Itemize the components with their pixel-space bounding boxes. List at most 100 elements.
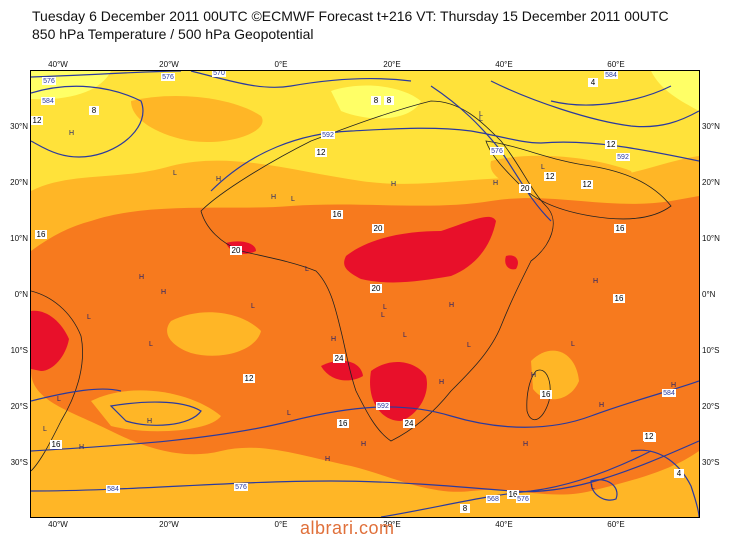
pressure-centre: L [87,314,91,321]
geopotential-label: 584 [663,390,675,397]
pressure-centre: L [479,116,483,123]
pressure-centre: H [391,181,396,188]
temperature-label-group: 8 8 12 12 16 20 20 16 12 16 20 24 24 12 … [31,78,684,513]
band-20-24 [31,310,69,371]
pressure-centre: H [325,456,330,463]
contour-line [31,388,122,402]
pressure-centre: H [139,274,144,281]
pressure-centre: H [531,372,536,379]
band-12-16 [167,312,261,356]
south-america-coastline [31,290,83,472]
contour-line [590,479,618,501]
contour-line [490,80,699,128]
pressure-centre: H [271,194,276,201]
band-20-24 [505,255,518,270]
pressure-centre: L [403,332,407,339]
pressure-centre: H [439,379,444,386]
geopotential-label: 584 [42,98,54,105]
temperature-label: 20 [372,284,381,293]
pressure-centre: L [251,303,255,310]
geopotential-label: 576 [517,496,529,503]
africa-coastline [200,100,554,442]
lat-label-right: 20°N [702,178,720,187]
temperature-label: 20 [232,246,241,255]
pressure-centre: H [599,402,604,409]
field-subtitle: 850 hPa Temperature / 500 hPa Geopotenti… [32,26,314,42]
lon-label-bottom: 20°W [159,520,179,529]
lon-label-bottom: 0°E [274,520,288,529]
temperature-label: 12 [607,140,616,149]
pressure-centre: L [291,196,295,203]
pressure-centre: L [541,164,545,171]
pressure-centre: L [173,170,177,177]
temperature-label: 16 [333,210,342,219]
temperature-label: 16 [339,419,348,428]
map-canvas: 8 8 12 12 16 20 20 16 12 16 20 24 24 12 … [31,71,699,517]
lon-label-top: 20°E [383,60,401,69]
temperature-label: 12 [317,148,326,157]
temperature-label: 4 [677,469,682,478]
temperature-label: 4 [591,78,596,87]
geopotential-label: 570 [213,71,225,77]
pressure-centre: L [57,396,61,403]
pressure-centre: L [591,484,595,491]
contour-line [550,85,672,106]
lat-label-right: 30°N [702,122,720,131]
pressure-centre: L [305,266,309,273]
temperature-label: 16 [37,230,46,239]
pressure-centre: H [593,278,598,285]
temperature-label: 24 [335,354,344,363]
temperature-label: 8 [463,504,468,513]
band-20-24 [321,360,363,381]
lat-label-left: 10°S [10,346,28,355]
pressure-centre: H [331,336,336,343]
pressure-centre: H [216,176,221,183]
temperature-label: 16 [509,490,518,499]
geopotential-label: 576 [162,74,174,81]
temperature-label: 12 [546,172,555,181]
lat-label-right: 0°N [702,290,716,299]
lat-label-left: 0°N [14,290,28,299]
lat-label-left: 10°N [10,234,28,243]
temperature-label: 12 [583,180,592,189]
lon-label-top: 0°E [274,60,288,69]
pressure-centre: L [571,341,575,348]
temperature-label: 12 [33,116,42,125]
lat-label-left: 30°N [10,122,28,131]
contour-line [190,71,412,88]
geopotential-label: 576 [491,148,503,155]
madagascar-coastline [526,369,551,421]
pressure-centre: L [479,111,483,118]
temperature-label: 8 [92,106,97,115]
pressure-centre: H [493,180,498,187]
pressure-centre: H [523,441,528,448]
temperature-label: 16 [52,440,61,449]
temperature-label: 12 [245,374,254,383]
geopotential-contours [31,71,699,517]
pressure-centre: H [671,382,676,389]
pressure-centre: H [449,302,454,309]
band-20-24 [344,216,496,283]
lat-label-right: 10°S [702,346,720,355]
geopotential-label-group: 576 584 576 570 584 592 576 592 584 576 … [41,71,676,503]
geopotential-label: 584 [605,72,617,79]
band-12-16 [531,350,579,400]
contour-line [31,440,699,493]
lon-label-bottom: 60°E [607,520,625,529]
lon-label-top: 20°W [159,60,179,69]
pressure-centre: L [287,410,291,417]
pressure-centre: L [383,304,387,311]
geopotential-label: 576 [235,484,247,491]
pressure-centre: H [161,289,166,296]
geopotential-label: 592 [377,403,389,410]
forecast-title: Tuesday 6 December 2011 00UTC ©ECMWF For… [32,8,669,24]
geopotential-label: 568 [487,496,499,503]
contour-line [210,127,699,192]
temperature-label: 8 [387,96,392,105]
pressure-centre: H [147,418,152,425]
lon-label-top: 60°E [607,60,625,69]
temperature-label: 24 [405,419,414,428]
contour-line [630,449,699,517]
geopotential-label: 576 [43,78,55,85]
pressure-centre: L [43,426,47,433]
